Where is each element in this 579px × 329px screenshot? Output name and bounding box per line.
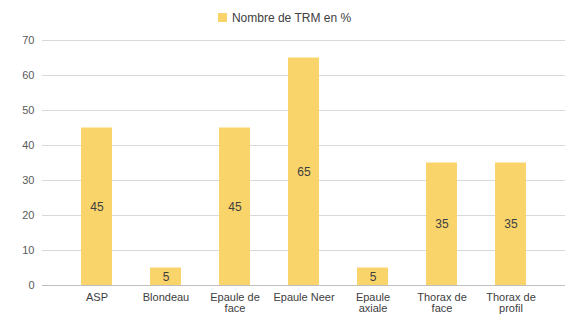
svg-text:5: 5 bbox=[163, 270, 170, 284]
svg-text:40: 40 bbox=[22, 139, 34, 151]
svg-text:70: 70 bbox=[22, 34, 34, 46]
svg-text:0: 0 bbox=[28, 279, 34, 291]
svg-text:35: 35 bbox=[504, 217, 518, 231]
svg-text:5: 5 bbox=[370, 270, 377, 284]
svg-text:Epaule Neer: Epaule Neer bbox=[273, 291, 334, 303]
svg-text:20: 20 bbox=[22, 209, 34, 221]
svg-text:50: 50 bbox=[22, 104, 34, 116]
svg-text:30: 30 bbox=[22, 174, 34, 186]
svg-text:Thorax deprofil: Thorax deprofil bbox=[486, 291, 536, 314]
svg-text:Thorax deface: Thorax deface bbox=[417, 291, 467, 314]
svg-text:Epaule deface: Epaule deface bbox=[210, 291, 260, 314]
svg-text:45: 45 bbox=[90, 200, 104, 214]
svg-text:Blondeau: Blondeau bbox=[143, 291, 190, 303]
svg-text:10: 10 bbox=[22, 244, 34, 256]
svg-text:65: 65 bbox=[297, 165, 311, 179]
svg-text:45: 45 bbox=[228, 200, 242, 214]
svg-text:35: 35 bbox=[435, 217, 449, 231]
svg-text:Epauleaxiale: Epauleaxiale bbox=[356, 291, 390, 314]
svg-text:60: 60 bbox=[22, 69, 34, 81]
svg-text:ASP: ASP bbox=[86, 291, 108, 303]
html-text:Nombre de TRM en %: Nombre de TRM en % bbox=[231, 11, 352, 25]
